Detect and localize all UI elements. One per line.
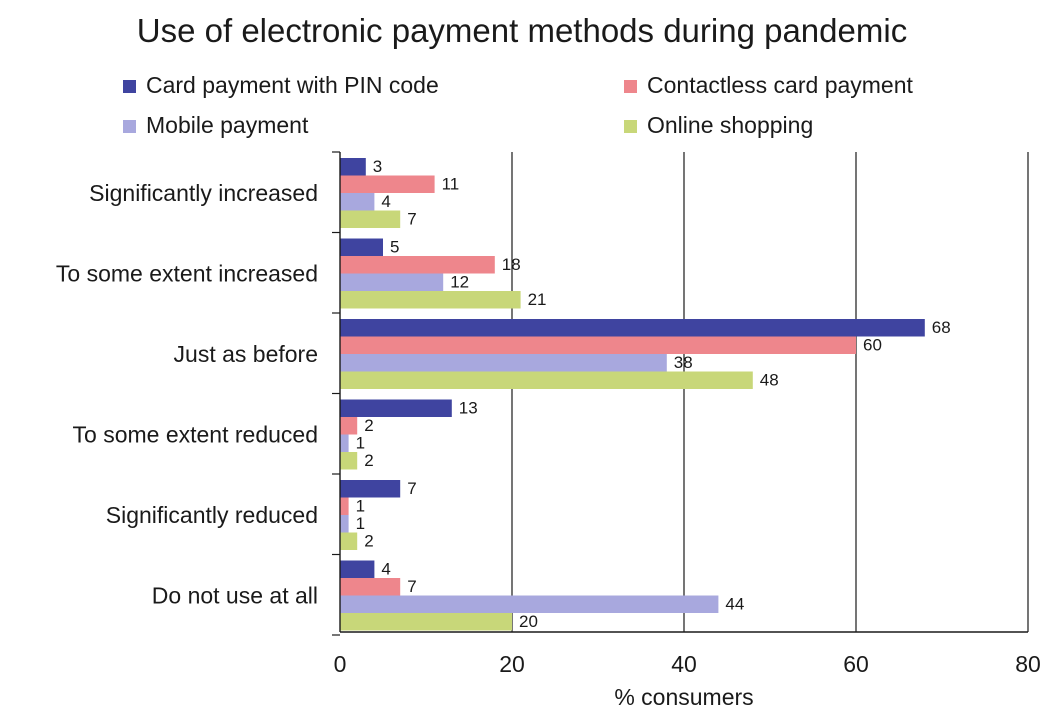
x-tick-label: 80 [1015, 651, 1041, 677]
bar-to-some-extent-increased-card-payment-with-pin-code [340, 238, 383, 256]
x-tick-label: 20 [499, 651, 525, 677]
legend-label-card-pin: Card payment with PIN code [146, 72, 439, 98]
data-label: 20 [519, 612, 538, 631]
legend-item-online: Online shopping [624, 111, 813, 139]
legend-swatch-mobile [123, 120, 136, 133]
bar-significantly-reduced-card-payment-with-pin-code [340, 480, 401, 498]
bar-to-some-extent-increased-online-shopping [340, 291, 521, 309]
bar-significantly-reduced-online-shopping [340, 532, 358, 550]
y-category-label-significantly-increased: Significantly increased [89, 180, 318, 206]
axes: 0 20 40 60 80 Significantly increased To some … [56, 151, 1041, 677]
data-label: 2 [364, 451, 373, 470]
data-label: 1 [356, 434, 365, 453]
bar-just-as-before-mobile-payment [340, 354, 667, 372]
bar-to-some-extent-increased-mobile-payment [340, 273, 444, 291]
bar-to-some-extent-reduced-card-payment-with-pin-code [340, 399, 452, 417]
data-label: 2 [364, 532, 373, 551]
data-label: 5 [390, 238, 399, 257]
y-category-label-do-not-use-at-all: Do not use at all [152, 583, 318, 609]
data-label: 60 [863, 336, 882, 355]
data-label: 3 [373, 157, 382, 176]
bar-to-some-extent-reduced-online-shopping [340, 452, 358, 470]
data-label: 1 [356, 497, 365, 516]
data-label: 18 [502, 255, 521, 274]
y-category-label-just-as-before: Just as before [174, 341, 318, 367]
data-label: 1 [356, 514, 365, 533]
bar-to-some-extent-increased-contactless-card-payment [340, 256, 495, 274]
data-label: 48 [760, 371, 779, 390]
x-tick-label: 0 [334, 651, 347, 677]
legend-label-mobile: Mobile payment [146, 112, 309, 138]
data-label: 4 [381, 192, 390, 211]
bar-do-not-use-at-all-contactless-card-payment [340, 578, 401, 596]
data-label: 4 [381, 560, 390, 579]
data-label: 68 [932, 318, 951, 337]
x-tick-label: 40 [671, 651, 697, 677]
legend-label-contactless: Contactless card payment [647, 72, 913, 98]
bar-significantly-increased-card-payment-with-pin-code [340, 158, 366, 176]
bar-do-not-use-at-all-card-payment-with-pin-code [340, 560, 375, 578]
bar-just-as-before-online-shopping [340, 371, 753, 389]
legend-swatch-card-pin [123, 80, 136, 93]
legend-swatch-contactless [624, 80, 637, 93]
bars [340, 158, 925, 631]
gridlines [511, 152, 1029, 632]
bar-to-some-extent-reduced-contactless-card-payment [340, 417, 358, 435]
data-label: 7 [407, 577, 416, 596]
data-label: 21 [528, 290, 547, 309]
legend-swatch-online [624, 120, 637, 133]
y-category-label-to-some-extent-reduced: To some extent reduced [73, 422, 318, 448]
legend-label-online: Online shopping [647, 112, 814, 138]
x-axis-title: % consumers [614, 684, 753, 710]
bar-significantly-increased-contactless-card-payment [340, 175, 435, 193]
bar-significantly-reduced-mobile-payment [340, 515, 349, 533]
bar-significantly-increased-mobile-payment [340, 193, 375, 211]
data-label: 44 [725, 595, 744, 614]
data-label: 7 [407, 479, 416, 498]
bar-do-not-use-at-all-mobile-payment [340, 595, 719, 613]
x-tick-label: 60 [843, 651, 869, 677]
bar-to-some-extent-reduced-mobile-payment [340, 434, 349, 452]
legend-item-mobile: Mobile payment [123, 111, 308, 139]
legend-item-contactless: Contactless card payment [624, 71, 913, 99]
bar-just-as-before-contactless-card-payment [340, 336, 856, 354]
bar-do-not-use-at-all-online-shopping [340, 613, 512, 631]
bar-just-as-before-card-payment-with-pin-code [340, 319, 925, 337]
legend-item-card-pin: Card payment with PIN code [123, 71, 439, 99]
data-label: 7 [407, 210, 416, 229]
data-label: 2 [364, 416, 373, 435]
data-label: 11 [442, 175, 460, 194]
y-category-label-to-some-extent-increased: To some extent increased [56, 261, 318, 287]
y-category-label-significantly-reduced: Significantly reduced [106, 502, 318, 528]
bar-significantly-reduced-contactless-card-payment [340, 497, 349, 515]
data-label: 12 [450, 273, 469, 292]
bar-significantly-increased-online-shopping [340, 210, 401, 228]
data-label: 13 [459, 399, 478, 418]
data-label: 38 [674, 353, 693, 372]
chart-title: Use of electronic payment methods during… [136, 12, 908, 49]
